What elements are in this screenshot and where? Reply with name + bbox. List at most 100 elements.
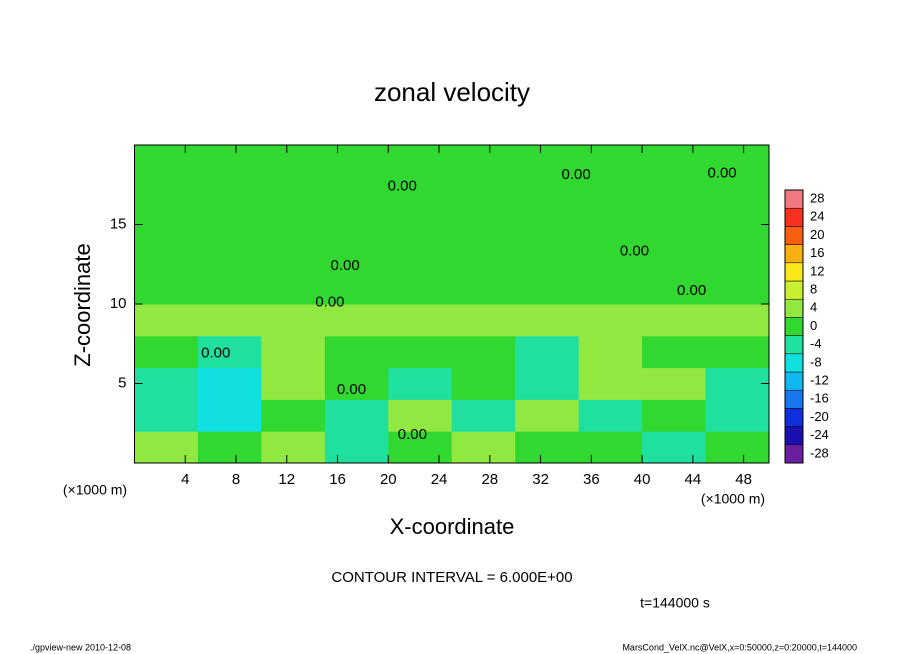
x-tick-label: 40 [634, 471, 651, 488]
field-cell [705, 367, 770, 400]
field-cell [515, 145, 580, 178]
colorbar-box [784, 426, 804, 446]
field-cell [388, 431, 453, 464]
field-cell [324, 145, 389, 178]
colorbar-label: 16 [810, 245, 824, 260]
colorbar-label: -12 [810, 373, 829, 388]
x-tick-label: 20 [380, 471, 397, 488]
field-cell [388, 208, 453, 241]
contour-label: 0.00 [201, 344, 230, 361]
field-cell [261, 240, 326, 273]
colorbar-box [784, 244, 804, 264]
field-cell [324, 272, 389, 305]
field-cell [134, 176, 199, 210]
field-cell [642, 304, 707, 337]
field-cell [324, 176, 389, 210]
colorbar-box [784, 444, 804, 464]
x-axis-label: X-coordinate [390, 514, 515, 539]
x-unit-label: (×1000 m) [63, 482, 127, 498]
field-cell [515, 208, 580, 241]
colorbar-box [784, 207, 804, 227]
contour-label: 0.00 [677, 282, 706, 299]
contour-label: 0.00 [337, 381, 366, 398]
field-cell [134, 367, 199, 400]
y-tick-label: 15 [110, 215, 127, 232]
x-tick-label: 32 [532, 471, 549, 488]
field-cell [642, 176, 707, 210]
field-cell [197, 208, 262, 241]
field-cell [451, 399, 516, 432]
field-cell [515, 399, 580, 432]
field-cell [197, 399, 262, 432]
field-cell [451, 176, 516, 210]
colorbar-box [784, 353, 804, 373]
field-cell [388, 176, 453, 210]
field-cell [451, 335, 516, 369]
time-label: t=144000 s [640, 595, 710, 611]
footer-right: MarsCond_VelX.nc@VelX,x=0:50000,z=0:2000… [622, 642, 857, 652]
colorbar-box [784, 389, 804, 409]
colorbar-label: -8 [810, 354, 822, 369]
x-tick-label: 4 [181, 471, 189, 488]
field-cell [451, 304, 516, 337]
x-tick-label: 8 [232, 471, 240, 488]
field-cell [578, 272, 643, 305]
field-cell [261, 431, 326, 464]
colorbar-box [784, 298, 804, 318]
field-cell [451, 208, 516, 241]
field-cell [261, 399, 326, 432]
colorbar-label: 0 [810, 318, 817, 333]
colorbar-box [784, 335, 804, 355]
field-cell [261, 335, 326, 369]
field-cell [705, 272, 770, 305]
field-cell [578, 399, 643, 432]
y-tick-label: 10 [110, 295, 127, 312]
field-cell [515, 335, 580, 369]
chart-title: zonal velocity [374, 77, 530, 107]
field-cell [705, 145, 770, 178]
colorbar-box [784, 280, 804, 300]
field-cell [197, 304, 262, 337]
field-cell [705, 208, 770, 241]
contour-label: 0.00 [331, 257, 360, 274]
x-tick-label: 24 [431, 471, 448, 488]
field-cell [324, 335, 389, 369]
contour-label: 0.00 [388, 177, 417, 194]
colorbar-label: 4 [810, 300, 817, 315]
field-cell [642, 208, 707, 241]
contour-label: 0.00 [315, 293, 344, 310]
x-tick-label: 44 [685, 471, 702, 488]
field-cell [197, 272, 262, 305]
field-cell [515, 240, 580, 273]
field-cell [261, 208, 326, 241]
field-cell [388, 272, 453, 305]
field-cell [642, 367, 707, 400]
colorbar-box [784, 371, 804, 391]
field-cell [451, 367, 516, 400]
colorbar-box [784, 262, 804, 282]
field-cell [578, 304, 643, 337]
contour-label: 0.00 [398, 426, 427, 443]
field-cell [261, 272, 326, 305]
footer-left: ./gpview-new 2010-12-08 [30, 642, 131, 652]
field-cell [642, 335, 707, 369]
field-cell [197, 335, 262, 369]
field-cell [515, 176, 580, 210]
colorbar-label: -16 [810, 391, 829, 406]
field-cell [324, 208, 389, 241]
field-cell [705, 431, 770, 464]
field-cell [642, 272, 707, 305]
x-tick-label: 48 [735, 471, 752, 488]
field-cell [578, 367, 643, 400]
colorbar-label: 8 [810, 282, 817, 297]
field-cell [642, 399, 707, 432]
field-cell [134, 240, 199, 273]
field-cell [261, 367, 326, 400]
field-cell [705, 176, 770, 210]
field-cell [388, 145, 453, 178]
field-cell [261, 145, 326, 178]
y-tick-label: 5 [118, 374, 126, 391]
field-cell [261, 304, 326, 337]
field-cell [578, 335, 643, 369]
